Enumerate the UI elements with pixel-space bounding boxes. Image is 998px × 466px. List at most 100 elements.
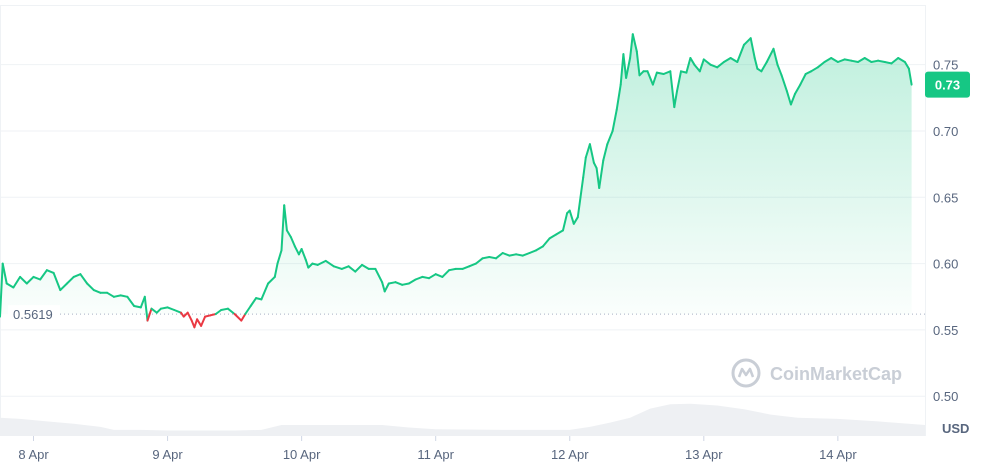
price-segment [495, 252, 504, 260]
watermark-text: CoinMarketCap [770, 364, 902, 384]
price-segment [843, 58, 853, 62]
price-segment [441, 269, 451, 278]
price-segment [448, 267, 457, 272]
price-segment [528, 249, 538, 254]
price-segment [66, 275, 75, 285]
price-segment [133, 305, 142, 309]
price-segment [283, 204, 288, 232]
price-segment [119, 294, 129, 298]
price-segment [260, 282, 270, 301]
price-segment [273, 262, 279, 278]
y-tick-label: 0.70 [933, 124, 958, 139]
y-tick-label: 0.60 [933, 257, 958, 272]
price-segment [468, 262, 477, 268]
x-tick-label: 9 Apr [152, 447, 183, 462]
price-segment [488, 256, 497, 260]
price-segment [289, 236, 296, 248]
reference-price-label: 0.5619 [8, 305, 60, 324]
price-segment [12, 275, 22, 289]
price-segment [582, 156, 587, 179]
price-segment [836, 58, 846, 63]
price-segment [548, 233, 558, 240]
price-segment [166, 306, 176, 311]
price-segment [716, 61, 725, 69]
price-segment [535, 245, 544, 252]
price-segment [903, 61, 910, 70]
price-segment [240, 313, 247, 322]
price-segment [629, 33, 634, 59]
price-segment [383, 282, 390, 293]
price-segment [5, 282, 15, 289]
price-segment [883, 61, 893, 65]
price-segment [324, 259, 335, 268]
price-segment [877, 59, 886, 63]
price-segment [729, 57, 739, 63]
price-segment [249, 297, 258, 307]
price-segment [785, 90, 792, 106]
price-segment [143, 295, 149, 322]
x-tick-label: 10 Apr [283, 447, 321, 462]
price-segment [635, 50, 641, 77]
price-segment [588, 143, 595, 164]
price-segment [863, 57, 873, 63]
current-price-text: 0.73 [935, 78, 960, 93]
price-segment [685, 57, 692, 74]
price-segment [481, 256, 491, 260]
price-segment [804, 70, 813, 75]
price-line [0, 33, 913, 329]
price-segment [890, 57, 900, 65]
price-segment [196, 318, 203, 327]
price-segment [555, 229, 564, 236]
price-segment [126, 295, 136, 307]
price-segment [233, 313, 243, 322]
price-segment [655, 71, 665, 75]
price-segment [173, 309, 182, 314]
price-segment [693, 63, 701, 73]
price-segment [112, 294, 122, 298]
current-price-badge: 0.73 [925, 71, 970, 98]
coinmarketcap-watermark: CoinMarketCap [731, 358, 902, 388]
price-segment [794, 83, 802, 95]
price-segment [776, 63, 783, 77]
price-segment [300, 248, 307, 261]
y-tick-label: 0.75 [933, 58, 958, 73]
price-segment [579, 176, 585, 199]
x-tick-label: 14 Apr [819, 447, 857, 462]
price-segment [584, 143, 591, 159]
price-segment [823, 57, 833, 63]
price-segment [568, 209, 575, 225]
price-segment [615, 83, 622, 111]
price-segment [59, 282, 68, 292]
price-segment [72, 273, 82, 278]
price-segment [361, 263, 370, 270]
volume-shape [0, 403, 925, 436]
price-segment [765, 47, 775, 63]
price-segment [474, 257, 484, 265]
price-segment [428, 273, 437, 280]
price-segment [92, 289, 102, 294]
price-segment [186, 311, 193, 322]
price-segment [722, 57, 732, 63]
price-segment [857, 57, 866, 63]
price-segment [870, 59, 880, 63]
x-axis: 8 Apr 9 Apr 10 Apr 11 Apr 12 Apr 13 Apr 14 Apr [18, 436, 857, 462]
price-segment [45, 269, 55, 274]
price-segment [304, 258, 310, 269]
price-segment [226, 307, 236, 315]
price-segment [501, 252, 511, 257]
price-segment [316, 259, 327, 266]
price-segment [562, 212, 569, 232]
price-segment [244, 305, 252, 315]
price-segment [736, 43, 745, 63]
price-segment [421, 275, 430, 280]
price-segment [631, 33, 638, 53]
price-segment [521, 252, 531, 257]
price-segment [816, 61, 826, 69]
price-segment [576, 196, 582, 219]
price-segment [662, 70, 672, 75]
price-segment [606, 130, 614, 146]
price-segment [743, 37, 752, 46]
price-segment [159, 306, 169, 310]
price-segment [340, 265, 350, 270]
price-segment [799, 73, 807, 86]
